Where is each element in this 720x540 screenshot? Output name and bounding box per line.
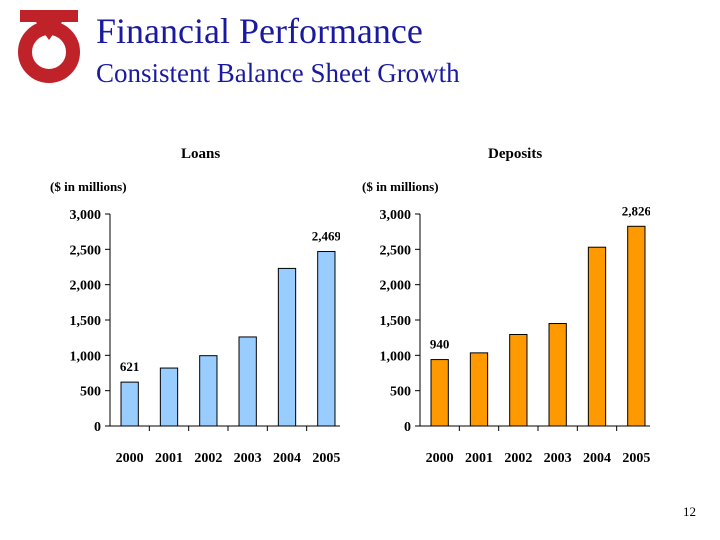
deposits-y-tick-label: 2,500 — [380, 243, 412, 258]
page-title: Financial Performance — [96, 11, 423, 51]
deposits-x-tick-label: 2002 — [504, 451, 532, 466]
loans-x-tick-label: 2002 — [194, 451, 222, 466]
loans-chart-title: Loans — [181, 146, 221, 162]
deposits-y-tick-label: 0 — [404, 420, 411, 435]
page-subtitle: Consistent Balance Sheet Growth — [96, 58, 460, 88]
deposits-bar-2005 — [627, 225, 646, 427]
loans-bar-2000 — [120, 381, 139, 427]
company-logo — [16, 10, 82, 84]
deposits-units-label: ($ in millions) — [362, 179, 439, 194]
deposits-x-tick-label: 2004 — [583, 451, 611, 466]
deposits-bar-2000 — [430, 359, 449, 427]
loans-bar-2002 — [199, 355, 218, 427]
loans-bar-2005 — [317, 251, 336, 427]
deposits-y-tick-label: 2,000 — [380, 279, 412, 294]
deposits-y-tick-label: 1,500 — [380, 314, 412, 329]
loans-bar-2003 — [238, 336, 257, 427]
deposits-x-tick-label: 2001 — [465, 451, 493, 466]
loans-x-tick-label: 2000 — [116, 451, 144, 466]
page-number: 12 — [683, 504, 696, 519]
loans-y-tick-label: 500 — [80, 385, 101, 400]
deposits-x-tick-label: 2000 — [426, 451, 454, 466]
loans-bar-chart: 0 500 1,000 1,500 2,000 2,500 3,000 2000 621 2001… — [30, 190, 347, 480]
loans-x-tick-label: 2004 — [273, 451, 301, 466]
deposits-y-tick-label: 3,000 — [380, 208, 412, 223]
loans-x-tick-label: 2003 — [234, 451, 262, 466]
loans-data-label-2005: 2,469 — [312, 229, 340, 244]
loans-data-label-2000: 621 — [120, 359, 139, 374]
deposits-y-tick-label: 1,000 — [380, 349, 412, 364]
loans-x-tick-label: 2001 — [155, 451, 183, 466]
loans-bar-2004 — [277, 267, 297, 427]
deposits-data-label-2005: 2,826 — [622, 203, 650, 218]
loans-bar-2001 — [159, 367, 179, 427]
deposits-y-tick-label: 500 — [390, 385, 411, 400]
deposits-chart-svg: 0 500 1,000 1,500 2,000 2,500 3,000 2000 940 2001… — [380, 203, 657, 466]
deposits-bar-chart: 0 500 1,000 1,500 2,000 2,500 3,000 2000 940 2001… — [340, 190, 657, 480]
deposits-data-label-2000: 940 — [430, 337, 450, 352]
deposits-bar-2001 — [469, 352, 489, 427]
deposits-chart-title: Deposits — [488, 146, 543, 162]
loans-y-tick-label: 3,000 — [70, 208, 102, 223]
loans-y-tick-label: 2,000 — [70, 279, 102, 294]
loans-chart-svg: 0 500 1,000 1,500 2,000 2,500 3,000 2000 621 2001… — [70, 208, 347, 466]
deposits-x-tick-label: 2005 — [622, 451, 650, 466]
loans-y-tick-label: 1,500 — [70, 314, 102, 329]
deposits-bar-2003 — [548, 323, 567, 427]
loans-y-tick-label: 2,500 — [70, 243, 102, 258]
deposits-bar-2002 — [509, 333, 528, 427]
deposits-bar-2004 — [587, 246, 607, 427]
loans-y-tick-label: 1,000 — [70, 349, 102, 364]
loans-x-tick-label: 2005 — [312, 451, 340, 466]
loans-units-label: ($ in millions) — [50, 179, 127, 194]
deposits-x-tick-label: 2003 — [544, 451, 572, 466]
loans-y-tick-label: 0 — [94, 420, 101, 435]
